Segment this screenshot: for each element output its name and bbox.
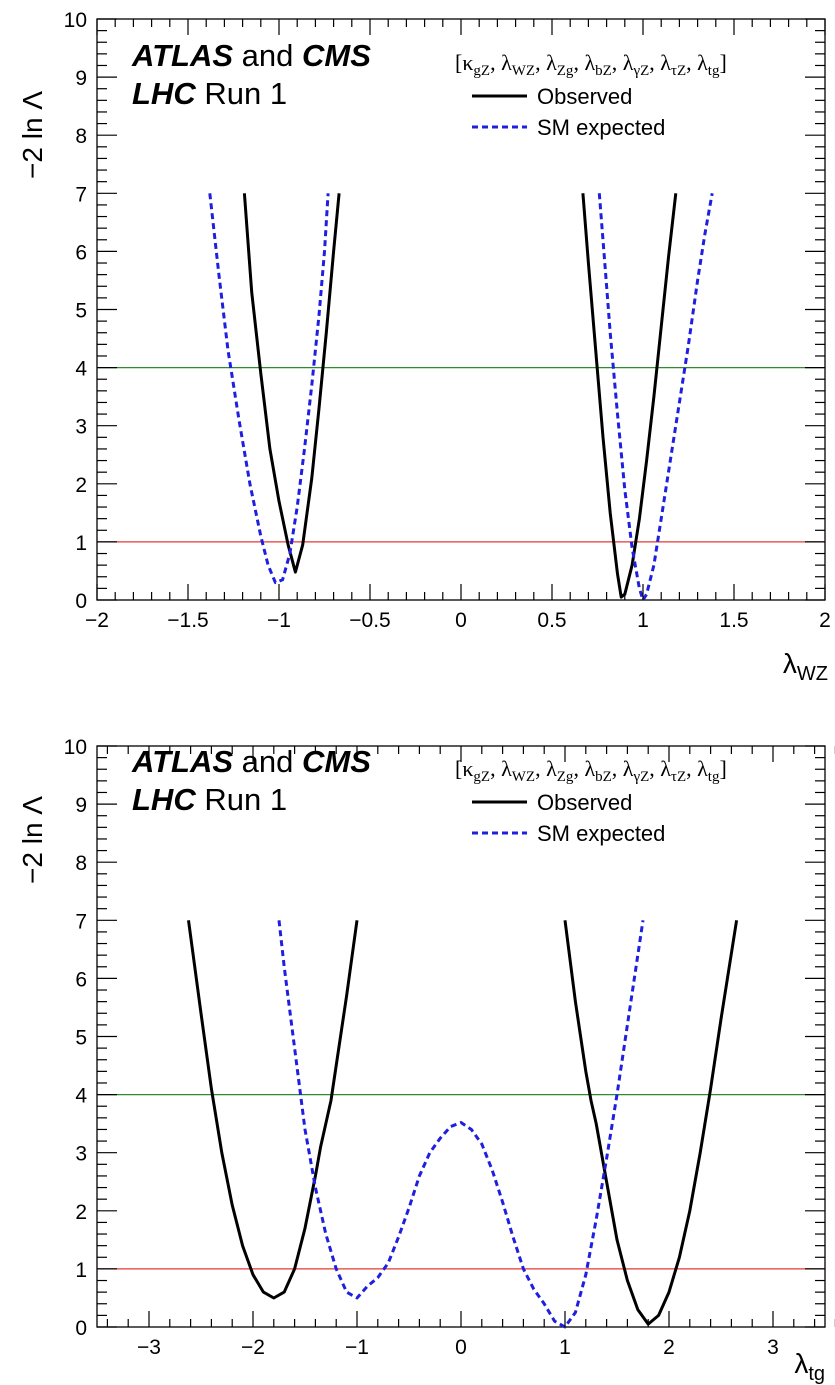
x-tick-label: 1	[637, 609, 649, 632]
expected-curve-0	[208, 193, 330, 585]
y-tick-label: 4	[75, 358, 87, 381]
plot-frame-bottom	[96, 745, 826, 1328]
x-tick-label: 0	[455, 1336, 467, 1359]
x-tick-label: −3	[137, 1336, 161, 1359]
y-tick-label: 7	[75, 910, 87, 933]
x-tick-label: 0.5	[537, 609, 566, 632]
curves-bottom	[187, 920, 739, 1329]
y-tick-label: 5	[75, 1027, 87, 1050]
curves-top	[208, 193, 714, 602]
y-tick-label: 3	[75, 1143, 87, 1166]
x-axis-title-top: λWZ	[783, 648, 828, 685]
panel-top: −2 −1.5 −1 −0.5 0 0.5 1 1.5 2 0 1 2 3 4 5 6 7 8 9 10 ATLAS…	[17, 9, 831, 685]
y-ticks-bottom: 0 1 2 3 4 5 6 7 8 9 10	[64, 736, 825, 1340]
legend-observed-label: Observed	[537, 84, 632, 109]
x-ticks-bottom: −3 −2 −1 0 1 2 3	[106, 746, 835, 1359]
x-ticks-top: −2 −1.5 −1 −0.5 0 0.5 1 1.5 2	[85, 19, 831, 632]
x-tick-label: −2	[241, 1336, 265, 1359]
x-axis-title-bottom: λtg	[794, 1348, 825, 1385]
experiment-label-top: ATLAS and CMS	[131, 38, 371, 73]
y-tick-label: 6	[75, 968, 87, 991]
y-tick-label: 6	[75, 241, 87, 264]
y-tick-label: 10	[64, 736, 87, 759]
y-tick-label: 1	[75, 532, 87, 555]
legend-expected-label: SM expected	[537, 115, 665, 140]
x-tick-label: 1	[559, 1336, 571, 1359]
x-tick-label: 2	[663, 1336, 675, 1359]
legend-expected-label: SM expected	[537, 821, 665, 846]
y-tick-label: 9	[75, 794, 87, 817]
y-tick-label: 8	[75, 125, 87, 148]
y-tick-label: 8	[75, 852, 87, 875]
x-tick-label: −1	[345, 1336, 369, 1359]
observed-curve-0	[242, 193, 341, 574]
grid-reference-lines-top	[97, 366, 825, 543]
x-tick-label: 3	[767, 1336, 779, 1359]
legend-observed-label: Observed	[537, 790, 632, 815]
parameter-list-bottom: [κgZ, λWZ, λZg, λbZ, λγZ, λτZ, λtg]	[455, 756, 727, 785]
y-tick-label: 10	[64, 9, 87, 32]
x-tick-label: 0	[455, 609, 467, 632]
panel-bottom: −3 −2 −1 0 1 2 3 0 1 2 3 4 5 6 7 8 9 10 ATLAS and CMS LH…	[17, 736, 835, 1385]
grid-reference-lines-bottom	[97, 1093, 825, 1270]
y-tick-label: 0	[75, 590, 87, 613]
y-ticks-top: 0 1 2 3 4 5 6 7 8 9 10	[64, 9, 825, 613]
y-tick-label: 5	[75, 300, 87, 323]
legend-bottom: Observed SM expected	[472, 790, 665, 846]
expected-curve-0	[277, 920, 645, 1329]
y-tick-label: 2	[75, 474, 87, 497]
x-tick-label: −1.5	[167, 609, 208, 632]
x-tick-label: 2	[819, 609, 831, 632]
experiment-label-bottom: ATLAS and CMS	[131, 744, 371, 779]
x-tick-label: −0.5	[349, 609, 390, 632]
x-tick-label: −1	[267, 609, 291, 632]
y-tick-label: 1	[75, 1259, 87, 1282]
run-label-top: LHC Run 1	[132, 76, 287, 111]
observed-curve-0	[187, 920, 359, 1300]
y-tick-label: 4	[75, 1085, 87, 1108]
y-tick-label: 7	[75, 183, 87, 206]
y-tick-label: 2	[75, 1201, 87, 1224]
y-tick-label: 3	[75, 416, 87, 439]
run-label-bottom: LHC Run 1	[132, 782, 287, 817]
x-tick-label: −2	[85, 609, 109, 632]
legend-top: Observed SM expected	[472, 84, 665, 140]
y-tick-label: 9	[75, 67, 87, 90]
x-tick-label: 1.5	[719, 609, 748, 632]
parameter-list-top: [κgZ, λWZ, λZg, λbZ, λγZ, λτZ, λtg]	[455, 50, 727, 79]
observed-curve-1	[563, 920, 739, 1326]
expected-curve-1	[597, 193, 714, 602]
y-axis-title-top: −2 ln Λ	[17, 91, 48, 179]
y-tick-label: 0	[75, 1317, 87, 1340]
y-axis-title-bottom: −2 ln Λ	[17, 796, 48, 884]
